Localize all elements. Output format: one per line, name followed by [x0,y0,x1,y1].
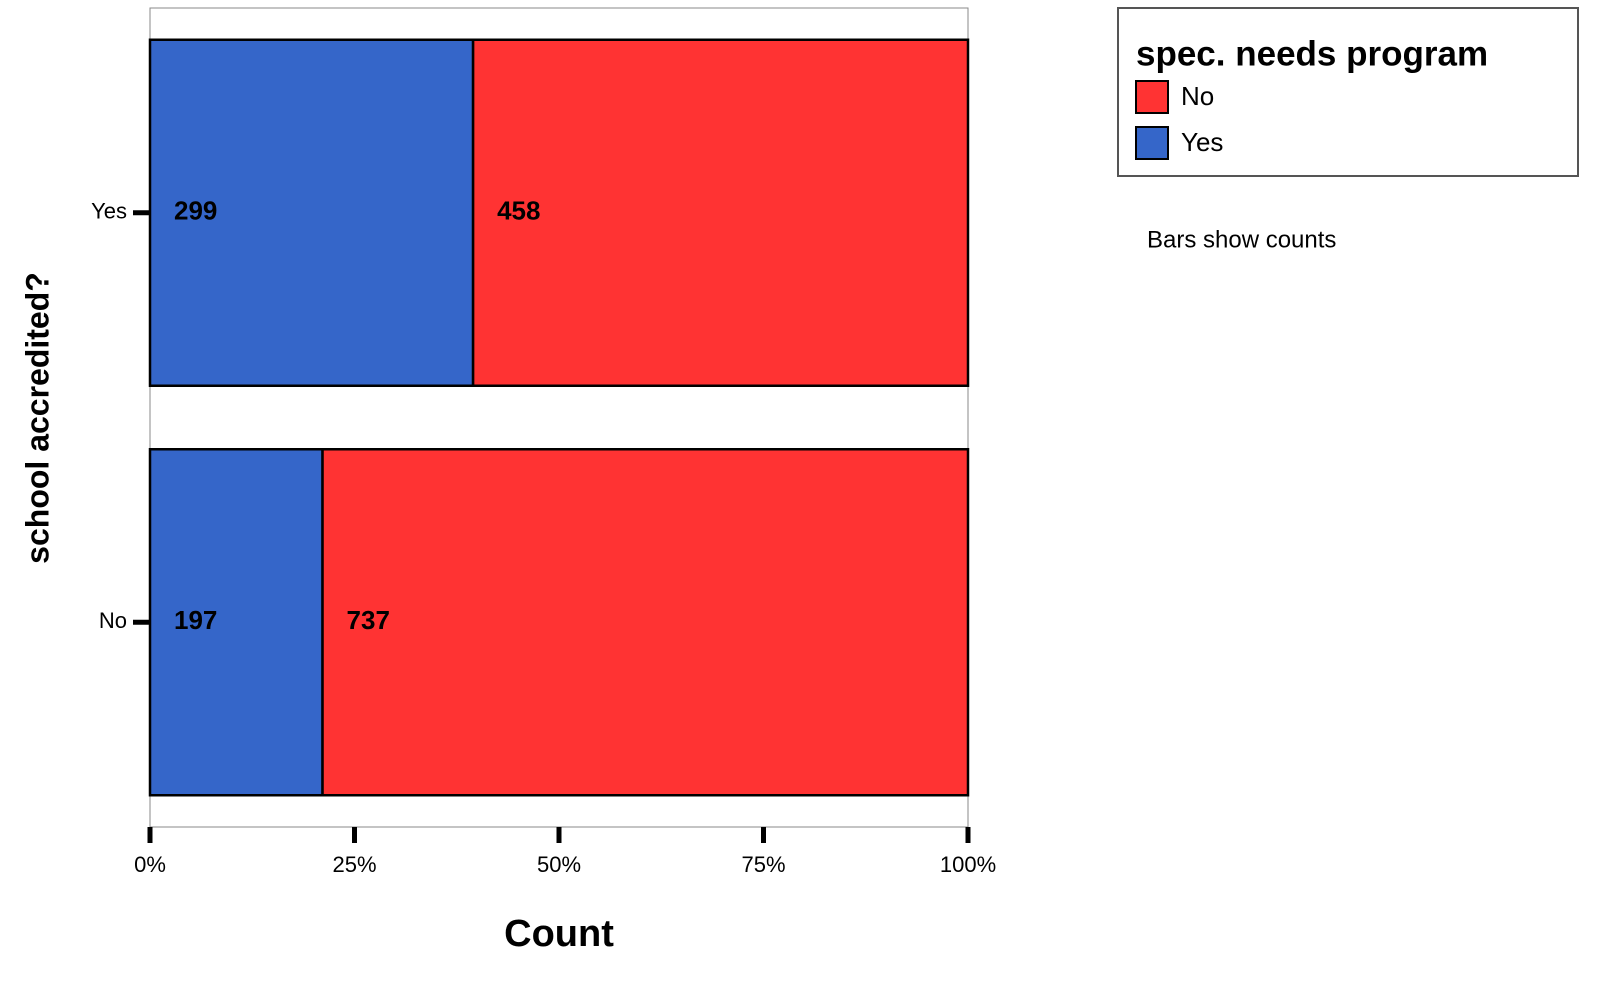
data-label: 458 [497,196,540,226]
x-tick-label: 0% [134,852,166,877]
legend-swatch [1135,80,1169,114]
y-axis-title: school accredited? [19,272,55,564]
legend-title: spec. needs program [1136,34,1488,73]
legend-swatch [1135,126,1169,160]
bar-segment [471,38,970,387]
x-tick-label: 50% [537,852,581,877]
legend-label: Yes [1181,127,1223,157]
bar-segment [148,38,475,387]
x-tick-label: 75% [741,852,785,877]
data-label: 299 [174,196,217,226]
bar-segment [148,448,324,797]
data-label: 737 [347,605,390,635]
legend-label: No [1181,81,1214,111]
data-label: 197 [174,605,217,635]
y-tick-label: Yes [91,199,127,224]
annotation: Bars show counts [1147,226,1336,253]
x-tick-label: 25% [332,852,376,877]
y-tick-label: No [99,608,127,633]
x-tick-label: 100% [940,852,996,877]
x-axis-title: Count [504,913,614,955]
legend-box [1117,7,1579,177]
bar-segment [321,448,970,797]
